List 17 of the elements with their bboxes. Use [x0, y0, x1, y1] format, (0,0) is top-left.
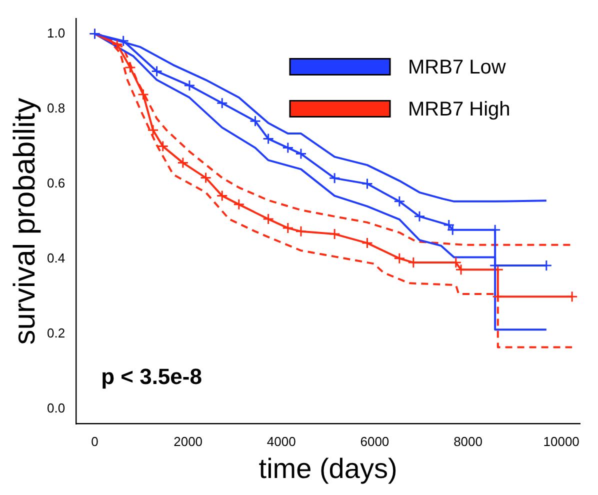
y-tick-label: 0.4 [46, 250, 66, 266]
y-tick-label: 1.0 [46, 25, 66, 40]
y-tick-label: 0.6 [46, 175, 66, 190]
x-tick-label: 0 [91, 434, 98, 450]
y-tick-label: 0.8 [46, 100, 66, 116]
y-tick-label: 0.2 [46, 325, 66, 340]
legend-label: MRB7 High [408, 98, 510, 120]
y-tick-label: 0.0 [46, 400, 66, 416]
x-tick-label: 10000 [543, 434, 580, 450]
x-tick-label: 6000 [360, 434, 390, 450]
x-tick-label: 8000 [454, 434, 482, 450]
legend-label: MRB7 Low [408, 56, 506, 78]
x-tick-label: 2000 [174, 434, 203, 450]
y-axis-title: survival probability [8, 98, 42, 345]
annotation: p < 3.5e-8 [101, 364, 202, 389]
x-tick-label: 4000 [266, 434, 296, 450]
x-axis-title: time (days) [258, 452, 398, 484]
